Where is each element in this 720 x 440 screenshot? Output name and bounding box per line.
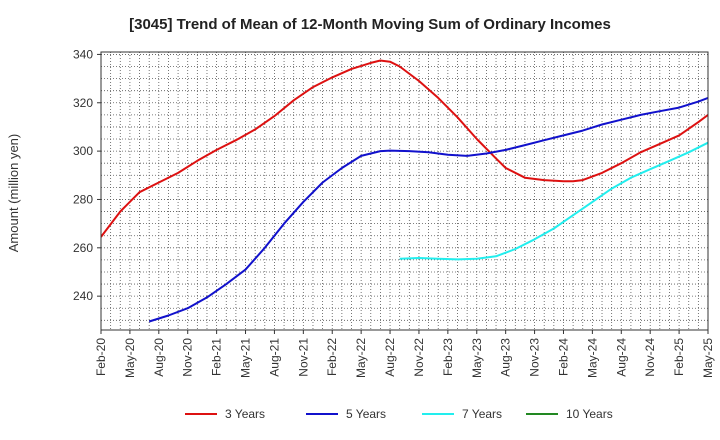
x-tick-label: Aug-23 — [499, 338, 513, 377]
x-tick-label: May-22 — [354, 338, 368, 378]
x-tick-label: Feb-22 — [325, 338, 339, 376]
x-tick-label: Nov-21 — [296, 338, 310, 377]
legend-label: 7 Years — [462, 407, 502, 421]
legend-label: 3 Years — [225, 407, 265, 421]
grid-lines — [101, 52, 708, 330]
y-tick-label: 240 — [73, 289, 93, 303]
x-tick-label: Feb-20 — [94, 338, 108, 376]
x-tick-label: May-24 — [585, 338, 599, 378]
y-tick-label: 340 — [73, 47, 93, 61]
x-tick-label: Aug-24 — [614, 338, 628, 377]
y-axis-label: Amount (million yen) — [6, 134, 21, 253]
x-tick-label: Nov-24 — [643, 338, 657, 377]
y-tick-label: 260 — [73, 241, 93, 255]
x-tick-labels: Feb-20 May-20 Aug-20 Nov-20 Feb-21 May-21 Aug-… — [94, 330, 715, 378]
y-tick-label: 300 — [73, 144, 93, 158]
x-tick-label: May-23 — [470, 338, 484, 378]
x-tick-label: Feb-24 — [556, 338, 570, 376]
chart-title: [3045] Trend of Mean of 12-Month Moving … — [129, 16, 611, 33]
series-line-7-years — [399, 141, 708, 261]
x-tick-label: Feb-21 — [210, 338, 224, 376]
y-tick-label: 280 — [73, 192, 93, 206]
x-tick-label: Nov-23 — [528, 338, 542, 377]
legend-label: 5 Years — [346, 407, 386, 421]
x-tick-label: Aug-22 — [383, 338, 397, 377]
x-tick-label: Aug-20 — [152, 338, 166, 377]
plot-frame — [100, 51, 709, 331]
x-tick-label: May-25 — [701, 338, 715, 378]
series-line-5-years — [148, 96, 708, 323]
series-line-3-years — [101, 59, 708, 238]
x-tick-label: May-21 — [239, 338, 253, 378]
x-tick-label: Feb-25 — [672, 338, 686, 376]
x-tick-label: Nov-20 — [181, 338, 195, 377]
x-tick-label: May-20 — [123, 338, 137, 378]
series-lines — [101, 59, 708, 323]
legend: 3 Years 5 Years 7 Years 10 Years — [185, 407, 613, 421]
legend-label: 10 Years — [566, 407, 613, 421]
x-tick-label: Aug-21 — [267, 338, 281, 377]
y-tick-labels: 240 260 280 300 320 340 — [73, 47, 101, 303]
y-tick-label: 320 — [73, 96, 93, 110]
x-tick-label: Nov-22 — [412, 338, 426, 377]
x-tick-label: Feb-23 — [441, 338, 455, 376]
